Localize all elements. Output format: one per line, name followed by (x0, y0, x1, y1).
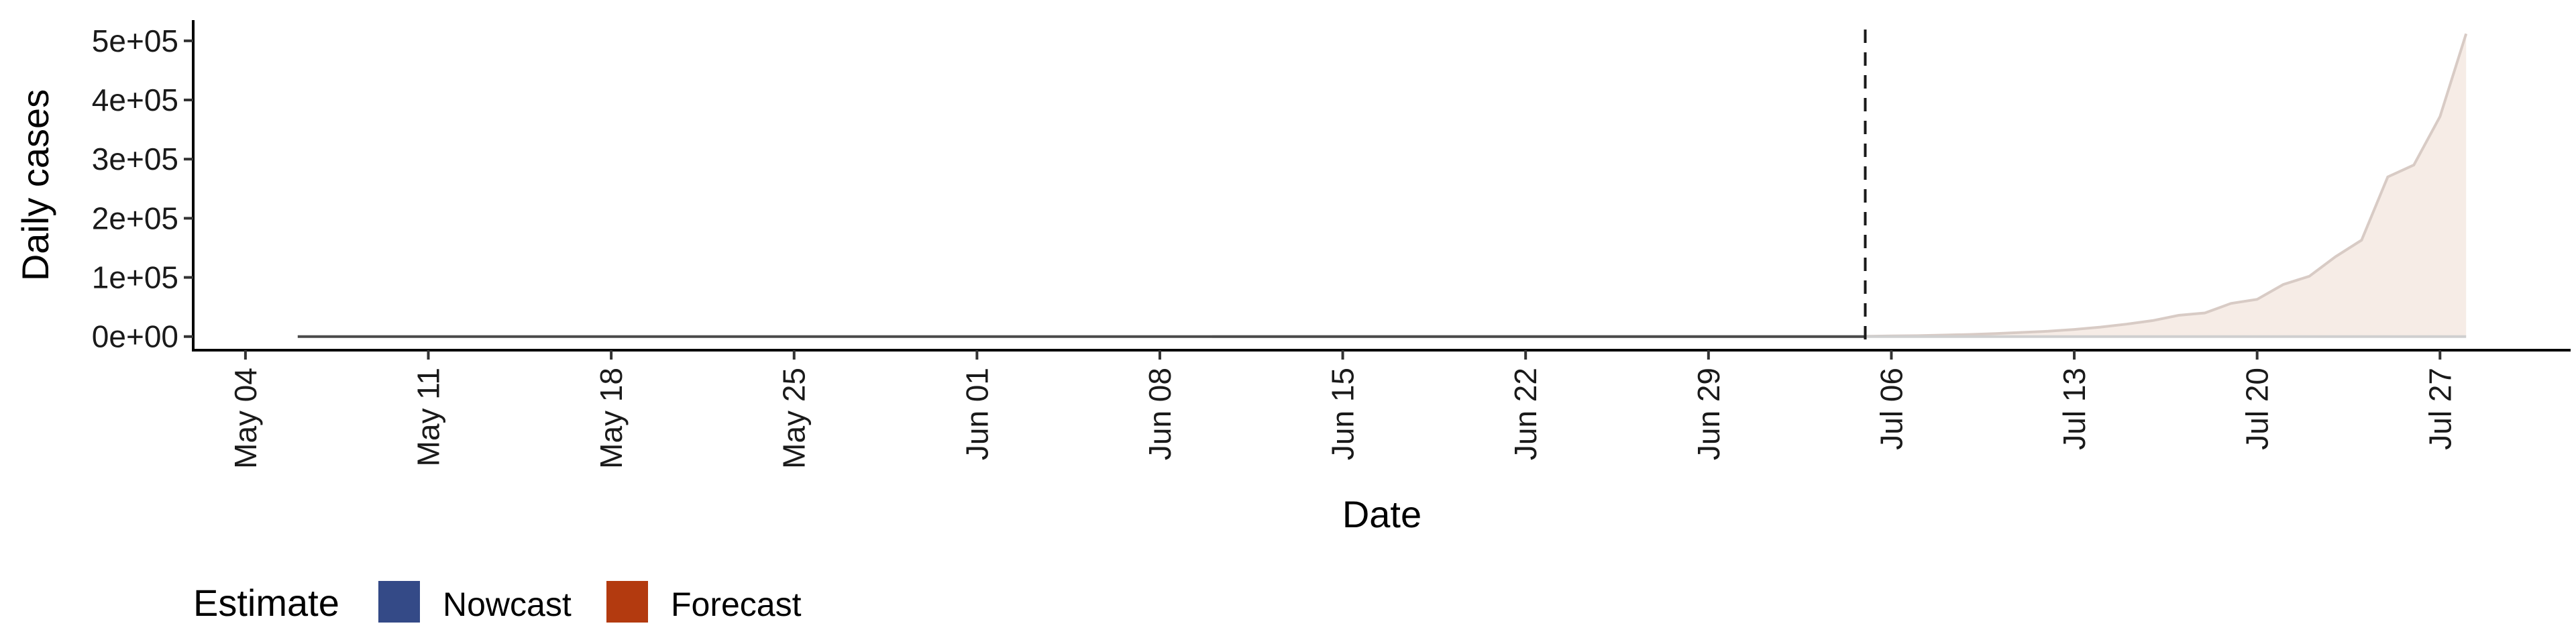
x-tick-label: Jun 22 (1508, 368, 1543, 460)
y-tick-label: 4e+05 (92, 83, 178, 117)
legend-swatch (606, 581, 648, 623)
forecast-area (1865, 34, 2467, 337)
y-tick-label: 1e+05 (92, 260, 178, 295)
y-tick-label: 5e+05 (92, 23, 178, 58)
forecast-series-line (1865, 33, 2468, 338)
x-tick-label: Jun 15 (1326, 368, 1360, 460)
x-tick-label: Jul 06 (1874, 368, 1909, 450)
x-tick-label: Jun 29 (1691, 368, 1726, 460)
legend-title: Estimate (193, 582, 339, 624)
x-tick-label: May 11 (411, 368, 446, 466)
plot-area (297, 30, 2468, 350)
x-tick-label: May 04 (228, 368, 263, 469)
x-tick-label: Jun 08 (1142, 368, 1177, 460)
y-tick-label: 3e+05 (92, 142, 178, 176)
legend-items: Nowcast Forecast (378, 581, 802, 623)
legend-label: Forecast (671, 586, 802, 623)
x-tick-label: Jun 01 (959, 368, 994, 460)
x-tick-label: May 25 (777, 368, 812, 469)
x-tick-label: Jul 20 (2240, 368, 2275, 450)
x-tick-label: Jul 13 (2057, 368, 2092, 450)
x-tick-label: Jul 27 (2422, 368, 2457, 450)
x-axis-title: Date (1342, 493, 1421, 535)
x-tick-label: May 18 (594, 368, 629, 469)
x-ticks: May 04 May 11 May 18 May 25 Jun 01 Jun 08 Jun … (228, 350, 2457, 469)
legend-label: Nowcast (443, 586, 572, 623)
legend-swatch (378, 581, 420, 623)
y-ticks: 0e+00 1e+05 2e+05 3e+05 4e+05 5e+05 (92, 23, 193, 354)
y-tick-label: 2e+05 (92, 201, 178, 235)
legend: Estimate Nowcast Forecast (193, 581, 802, 624)
y-axis-title: Daily cases (14, 89, 56, 281)
y-tick-label: 0e+00 (92, 319, 178, 354)
forecast-layer (1212, 33, 2468, 338)
